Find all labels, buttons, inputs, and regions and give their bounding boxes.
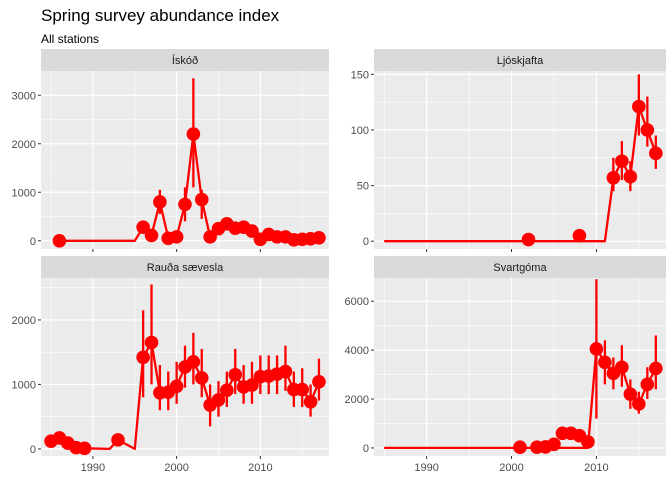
data-point	[194, 192, 209, 207]
data-point	[312, 375, 326, 389]
data-point	[606, 171, 621, 185]
y-tick-label: 2000	[12, 315, 36, 327]
data-point	[615, 154, 629, 168]
data-point	[211, 393, 226, 407]
y-tick-label: 6000	[345, 296, 369, 308]
data-point	[623, 169, 638, 184]
data-point	[640, 377, 655, 392]
data-point	[136, 350, 150, 365]
data-point	[186, 127, 201, 141]
data-point	[581, 435, 595, 449]
data-point	[111, 433, 125, 447]
data-point	[615, 360, 629, 375]
data-layer	[384, 279, 663, 454]
panel-2: Rauða sævesla 0 1000 2000 1990 2000 2010	[12, 256, 329, 474]
data-point	[589, 342, 604, 356]
y-tick-label: 0	[30, 236, 36, 248]
x-tick-label: 2000	[164, 462, 188, 474]
data-point	[295, 382, 310, 397]
y-tick-label: 50	[357, 181, 369, 193]
facet-strip	[41, 49, 329, 71]
data-point	[194, 371, 209, 385]
data-point	[136, 220, 150, 234]
panels: Ískóð 0 1000 2000 3000 Ljóskjafta 0 50 100 150 Rau…	[12, 49, 666, 474]
data-point	[186, 355, 201, 369]
data-point	[169, 230, 184, 244]
y-tick-label: 1000	[12, 379, 36, 391]
chart-subtitle: All stations	[41, 32, 99, 46]
data-point	[572, 228, 587, 243]
y-tick-label: 2000	[12, 139, 36, 151]
data-layer	[384, 74, 663, 247]
x-tick-label: 2000	[499, 462, 523, 474]
chart-title: Spring survey abundance index	[41, 6, 280, 25]
y-tick-label: 4000	[345, 345, 369, 357]
facet-strip-label: Ískóð	[172, 54, 198, 67]
panel-1: Ljóskjafta 0 50 100 150	[351, 49, 666, 252]
data-point	[312, 231, 326, 245]
facet-strip	[374, 256, 666, 278]
data-point	[649, 146, 663, 161]
data-point	[632, 397, 646, 411]
data-point	[228, 367, 243, 382]
y-tick-label: 0	[363, 236, 369, 248]
x-tick-label: 2010	[584, 462, 608, 474]
y-tick-label: 2000	[345, 394, 369, 406]
data-point	[598, 355, 612, 370]
data-point	[178, 197, 192, 212]
y-tick-label: 150	[351, 69, 369, 81]
x-tick-label: 2010	[248, 462, 272, 474]
data-point	[513, 440, 527, 454]
facet-strip-label: Svartgóma	[493, 262, 547, 274]
data-point	[640, 123, 655, 137]
data-layer	[44, 284, 326, 456]
data-point	[153, 195, 167, 209]
data-point	[169, 379, 184, 394]
y-tick-label: 0	[30, 444, 36, 456]
facet-strip	[374, 49, 666, 71]
data-point	[521, 232, 536, 247]
data-point	[623, 387, 638, 401]
x-tick-label: 1990	[81, 462, 105, 474]
facet-strip-label: Rauða sævesla	[147, 262, 224, 274]
data-point	[303, 395, 318, 409]
y-tick-label: 1000	[12, 187, 36, 199]
y-tick-label: 100	[351, 125, 369, 137]
data-point	[52, 233, 67, 248]
data-point	[144, 228, 159, 243]
data-layer	[52, 78, 326, 248]
panel-background	[41, 71, 329, 249]
y-tick-label: 3000	[12, 90, 36, 102]
data-point	[278, 364, 293, 379]
x-tick-label: 1990	[414, 462, 438, 474]
y-tick-label: 0	[363, 443, 369, 455]
data-point	[144, 335, 159, 350]
facet-strip	[41, 256, 329, 278]
data-point	[547, 437, 561, 452]
panel-3: Svartgóma 0 2000 4000 6000 1990 2000 2010	[345, 256, 666, 474]
data-point	[245, 224, 259, 238]
panel-0: Ískóð 0 1000 2000 3000	[12, 49, 329, 252]
data-point	[203, 230, 217, 244]
data-point	[245, 378, 259, 392]
data-point	[77, 441, 92, 456]
data-point	[632, 99, 646, 114]
facet-strip-label: Ljóskjafta	[497, 55, 544, 67]
data-point	[649, 361, 663, 376]
data-point	[220, 383, 234, 398]
